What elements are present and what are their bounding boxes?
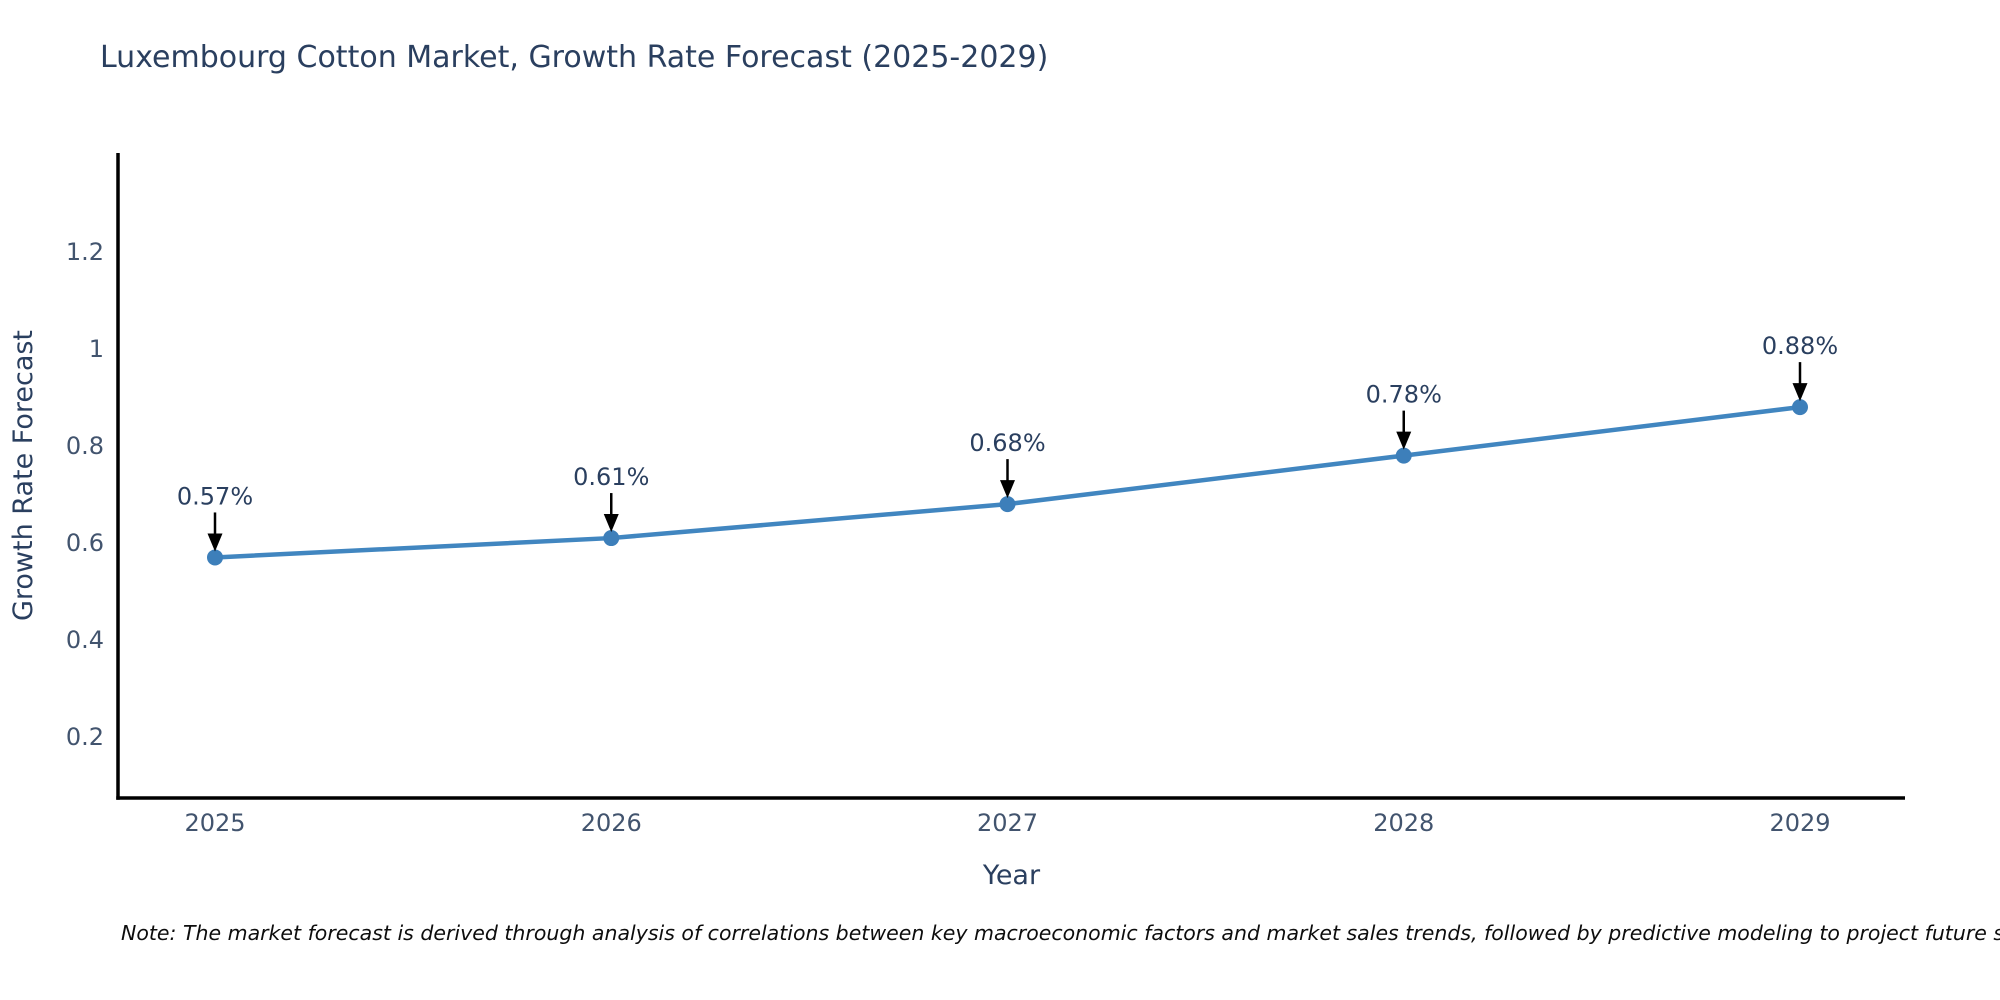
y-tick-label: 1	[89, 335, 104, 363]
data-point-marker	[999, 496, 1016, 513]
data-point-marker	[207, 549, 223, 566]
chart-title: Luxembourg Cotton Market, Growth Rate Fo…	[100, 40, 1049, 75]
annotation-arrowhead	[1396, 431, 1412, 450]
data-point-marker	[1792, 399, 1808, 416]
annotation-label: 0.68%	[969, 429, 1045, 457]
annotation-arrowhead	[207, 533, 223, 552]
y-axis-title: Growth Rate Forecast	[8, 330, 39, 621]
annotation-arrowhead	[1792, 383, 1808, 402]
annotation-arrowhead	[1000, 480, 1015, 499]
x-tick-label: 2026	[581, 809, 642, 837]
footnote: Note: The market forecast is derived thr…	[121, 921, 2000, 945]
x-tick-label: 2028	[1373, 809, 1434, 837]
x-axis-title: Year	[982, 860, 1041, 891]
annotation-label: 0.57%	[177, 482, 253, 510]
annotation-label: 0.88%	[1762, 332, 1838, 360]
x-tick-label: 2029	[1769, 809, 1830, 837]
data-point-marker	[1395, 447, 1412, 464]
x-tick-label: 2027	[977, 809, 1038, 837]
y-tick-label: 0.6	[66, 529, 104, 557]
annotation-arrowhead	[603, 514, 619, 533]
y-tick-label: 1.2	[66, 238, 104, 266]
y-tick-label: 0.4	[66, 626, 104, 654]
annotation-label: 0.61%	[573, 463, 649, 491]
annotation-label: 0.78%	[1366, 381, 1442, 409]
x-tick-label: 2025	[184, 809, 245, 837]
y-tick-label: 0.2	[66, 723, 104, 751]
data-point-marker	[603, 530, 620, 547]
y-tick-label: 0.8	[66, 432, 104, 460]
